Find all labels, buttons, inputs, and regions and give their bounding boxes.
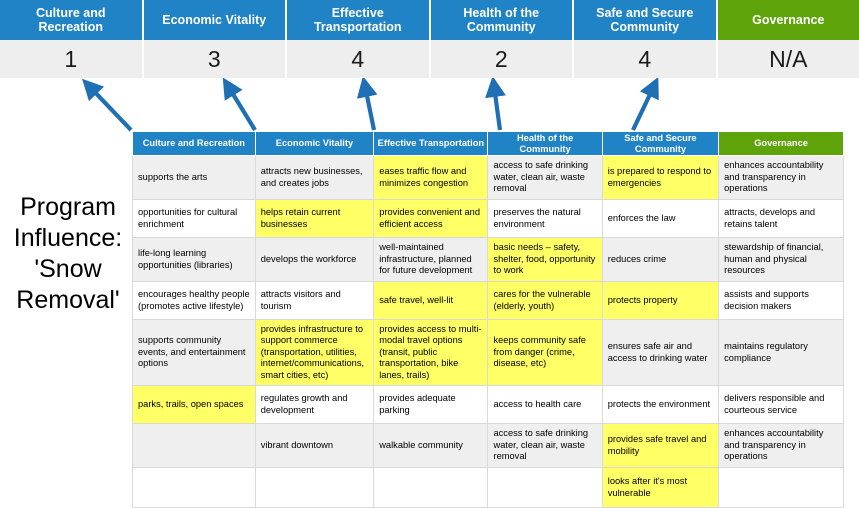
matrix-header-effective-transportation[interactable]: Effective Transportation (374, 132, 488, 156)
matrix-cell: protects property (602, 282, 718, 320)
matrix-body: supports the arts attracts new businesse… (133, 156, 844, 508)
table-row: supports community events, and entertain… (133, 320, 844, 386)
matrix-cell: preserves the natural environment (488, 200, 602, 238)
matrix-header-health-of-the-community[interactable]: Health of the Community (488, 132, 602, 156)
table-row: opportunities for cultural enrichment he… (133, 200, 844, 238)
matrix-cell: opportunities for cultural enrichment (133, 200, 256, 238)
matrix-cell: enhances accountability and transparency… (719, 156, 844, 200)
influence-arrows-group (0, 78, 859, 138)
matrix-cell: develops the workforce (255, 238, 374, 282)
matrix-cell: protects the environment (602, 386, 718, 424)
matrix-cell: supports the arts (133, 156, 256, 200)
matrix-cell: enhances accountability and transparency… (719, 424, 844, 468)
caption-line-2: Influence: (6, 223, 130, 254)
matrix-cell: looks after it's most vulnerable (602, 468, 718, 508)
table-row: life-long learning opportunities (librar… (133, 238, 844, 282)
matrix-cell: attracts visitors and tourism (255, 282, 374, 320)
influence-matrix-container: Culture and Recreation Economic Vitality… (132, 131, 844, 508)
matrix-cell: parks, trails, open spaces (133, 386, 256, 424)
scorecard-header-effective-transportation[interactable]: Effective Transportation (287, 0, 431, 40)
matrix-cell: supports community events, and entertain… (133, 320, 256, 386)
scorecard-value-culture-and-recreation: 1 (0, 40, 144, 78)
matrix-cell: encourages healthy people (promotes acti… (133, 282, 256, 320)
scorecard-header-economic-vitality[interactable]: Economic Vitality (144, 0, 288, 40)
matrix-cell: keeps community safe from danger (crime,… (488, 320, 602, 386)
matrix-header-row: Culture and Recreation Economic Vitality… (133, 132, 844, 156)
arrow-to-health-of-the-community (494, 86, 500, 130)
table-row: encourages healthy people (promotes acti… (133, 282, 844, 320)
caption-line-4: Removal' (6, 285, 130, 316)
matrix-header-economic-vitality[interactable]: Economic Vitality (255, 132, 374, 156)
matrix-cell: delivers responsible and courteous servi… (719, 386, 844, 424)
scorecard-header-safe-and-secure-community[interactable]: Safe and Secure Community (574, 0, 718, 40)
matrix-cell: access to safe drinking water, clean air… (488, 156, 602, 200)
table-row: vibrant downtown walkable community acce… (133, 424, 844, 468)
matrix-cell: enforces the law (602, 200, 718, 238)
matrix-cell: attracts, develops and retains talent (719, 200, 844, 238)
program-influence-caption: Program Influence: 'Snow Removal' (6, 192, 130, 316)
arrow-to-safe-and-secure-community (633, 86, 654, 130)
matrix-cell: well-maintained infrastructure, planned … (374, 238, 488, 282)
matrix-cell (133, 424, 256, 468)
matrix-cell: ensures safe air and access to drinking … (602, 320, 718, 386)
matrix-cell: reduces crime (602, 238, 718, 282)
matrix-cell (255, 468, 374, 508)
matrix-cell: provides access to multi-modal travel op… (374, 320, 488, 386)
matrix-cell: provides infrastructure to support comme… (255, 320, 374, 386)
matrix-cell (719, 468, 844, 508)
scorecard-value-governance: N/A (718, 40, 859, 78)
influence-matrix-table: Culture and Recreation Economic Vitality… (132, 131, 844, 508)
matrix-cell: attracts new businesses, and creates job… (255, 156, 374, 200)
scorecard-value-safe-and-secure-community: 4 (574, 40, 718, 78)
table-row: parks, trails, open spaces regulates gro… (133, 386, 844, 424)
arrow-to-culture-and-recreation (89, 86, 131, 130)
matrix-cell: safe travel, well-lit (374, 282, 488, 320)
scorecard-bar: Culture and Recreation Economic Vitality… (0, 0, 859, 78)
matrix-cell: is prepared to respond to emergencies (602, 156, 718, 200)
matrix-cell: walkable community (374, 424, 488, 468)
matrix-cell: cares for the vulnerable (elderly, youth… (488, 282, 602, 320)
arrow-to-effective-transportation (365, 86, 374, 130)
matrix-cell: provides convenient and efficient access (374, 200, 488, 238)
table-row: supports the arts attracts new businesse… (133, 156, 844, 200)
matrix-cell: assists and supports decision makers (719, 282, 844, 320)
scorecard-header-health-of-the-community[interactable]: Health of the Community (431, 0, 575, 40)
matrix-cell: provides adequate parking (374, 386, 488, 424)
scorecard-header-governance[interactable]: Governance (718, 0, 859, 40)
matrix-header-safe-and-secure-community[interactable]: Safe and Secure Community (602, 132, 718, 156)
matrix-header-governance[interactable]: Governance (719, 132, 844, 156)
matrix-cell: stewardship of financial, human and phys… (719, 238, 844, 282)
matrix-cell: access to safe drinking water, clean air… (488, 424, 602, 468)
matrix-cell: access to health care (488, 386, 602, 424)
matrix-cell: eases traffic flow and minimizes congest… (374, 156, 488, 200)
caption-line-3: 'Snow (6, 254, 130, 285)
matrix-header-culture-and-recreation[interactable]: Culture and Recreation (133, 132, 256, 156)
scorecard-header-culture-and-recreation[interactable]: Culture and Recreation (0, 0, 144, 40)
matrix-cell: regulates growth and development (255, 386, 374, 424)
scorecard-value-health-of-the-community: 2 (431, 40, 575, 78)
scorecard-value-economic-vitality: 3 (144, 40, 288, 78)
matrix-cell: life-long learning opportunities (librar… (133, 238, 256, 282)
scorecard-value-effective-transportation: 4 (287, 40, 431, 78)
matrix-cell (488, 468, 602, 508)
matrix-cell: provides safe travel and mobility (602, 424, 718, 468)
matrix-cell: maintains regulatory compliance (719, 320, 844, 386)
matrix-cell: vibrant downtown (255, 424, 374, 468)
scorecard-value-row: 1 3 4 2 4 N/A (0, 40, 859, 78)
matrix-cell: helps retain current businesses (255, 200, 374, 238)
matrix-cell (133, 468, 256, 508)
matrix-cell: basic needs – safety, shelter, food, opp… (488, 238, 602, 282)
scorecard-header-row: Culture and Recreation Economic Vitality… (0, 0, 859, 40)
arrow-to-economic-vitality (228, 86, 255, 130)
table-row: looks after it's most vulnerable (133, 468, 844, 508)
matrix-cell (374, 468, 488, 508)
caption-line-1: Program (6, 192, 130, 223)
